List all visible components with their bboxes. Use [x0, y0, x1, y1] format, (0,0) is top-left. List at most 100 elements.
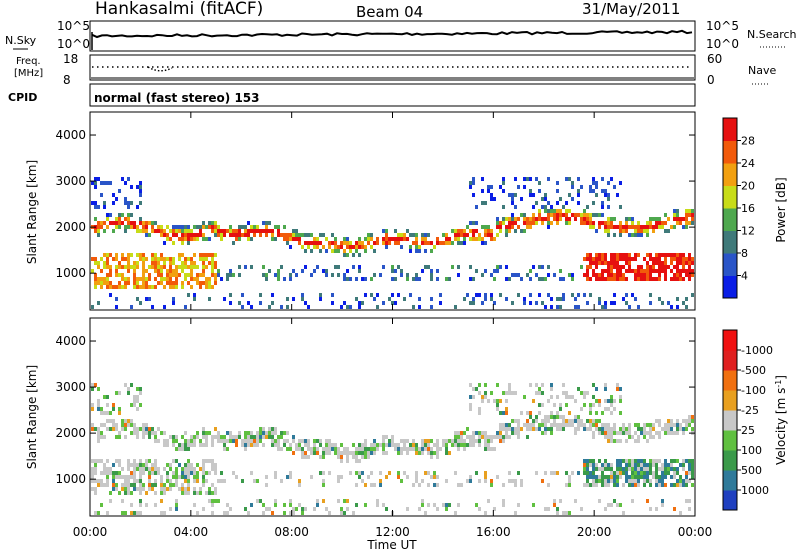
data-cell	[115, 391, 118, 395]
data-cell	[271, 427, 274, 431]
data-cell	[538, 403, 541, 407]
data-cell	[358, 253, 361, 257]
data-cell	[616, 265, 619, 269]
data-cell	[283, 443, 286, 447]
data-cell	[256, 439, 259, 443]
data-cell	[112, 483, 115, 487]
data-cell	[457, 439, 460, 443]
data-cell	[286, 305, 289, 309]
data-cell	[568, 177, 571, 181]
data-cell	[280, 431, 283, 435]
data-cell	[127, 261, 130, 265]
data-cell	[193, 233, 196, 237]
data-cell	[124, 217, 127, 221]
data-cell	[115, 217, 118, 221]
data-cell	[91, 407, 94, 411]
data-cell	[139, 221, 142, 225]
data-cell	[319, 233, 322, 237]
data-cell	[628, 479, 631, 483]
data-cell	[292, 233, 295, 237]
data-cell	[103, 411, 106, 415]
data-cell	[160, 511, 163, 515]
data-cell	[148, 435, 151, 439]
data-cell	[208, 499, 211, 503]
data-cell	[358, 475, 361, 479]
data-cell	[121, 253, 124, 257]
data-cell	[214, 229, 217, 233]
data-cell	[412, 439, 415, 443]
data-cell	[610, 269, 613, 273]
data-cell	[583, 459, 586, 463]
data-cell	[598, 297, 601, 301]
data-cell	[619, 475, 622, 479]
data-cell	[532, 205, 535, 209]
data-cell	[559, 305, 562, 309]
data-cell	[250, 237, 253, 241]
noise-left-tick-low: 10^0	[57, 37, 90, 51]
data-cell	[475, 503, 478, 507]
data-cell	[610, 431, 613, 435]
data-cell	[100, 225, 103, 229]
data-cell	[442, 439, 445, 443]
data-cell	[394, 269, 397, 273]
data-cell	[415, 237, 418, 241]
data-cell	[124, 435, 127, 439]
data-cell	[343, 241, 346, 245]
data-cell	[631, 459, 634, 463]
data-cell	[115, 435, 118, 439]
data-cell	[424, 233, 427, 237]
data-cell	[604, 431, 607, 435]
data-cell	[436, 447, 439, 451]
data-cell	[181, 225, 184, 229]
data-cell	[349, 241, 352, 245]
data-cell	[409, 245, 412, 249]
data-cell	[361, 447, 364, 451]
data-cell	[175, 273, 178, 277]
data-cell	[517, 217, 520, 221]
data-cell	[406, 507, 409, 511]
data-cell	[613, 293, 616, 297]
data-cell	[601, 479, 604, 483]
data-cell	[391, 439, 394, 443]
data-cell	[196, 463, 199, 467]
data-cell	[211, 273, 214, 277]
data-cell	[688, 253, 691, 257]
data-cell	[133, 281, 136, 285]
data-cell	[127, 201, 130, 205]
data-cell	[385, 507, 388, 511]
data-cell	[142, 463, 145, 467]
data-cell	[217, 269, 220, 273]
data-cell	[94, 491, 97, 495]
data-cell	[658, 217, 661, 221]
data-cell	[175, 475, 178, 479]
data-cell	[91, 479, 94, 483]
data-cell	[346, 459, 349, 463]
data-cell	[658, 459, 661, 463]
data-cell	[565, 471, 568, 475]
data-cell	[397, 293, 400, 297]
data-cell	[142, 431, 145, 435]
data-cell	[181, 265, 184, 269]
data-cell	[259, 301, 262, 305]
data-cell	[223, 443, 226, 447]
data-cell	[610, 225, 613, 229]
data-cell	[196, 479, 199, 483]
data-cell	[187, 463, 190, 467]
data-cell	[472, 301, 475, 305]
data-cell	[184, 491, 187, 495]
data-cell	[427, 503, 430, 507]
data-cell	[673, 475, 676, 479]
data-cell	[133, 431, 136, 435]
data-cell	[130, 503, 133, 507]
data-cell	[364, 455, 367, 459]
data-cell	[148, 285, 151, 289]
data-cell	[217, 225, 220, 229]
data-cell	[361, 455, 364, 459]
data-cell	[655, 483, 658, 487]
data-cell	[583, 213, 586, 217]
data-cell	[127, 419, 130, 423]
data-cell	[655, 471, 658, 475]
data-cell	[580, 185, 583, 189]
data-cell	[682, 277, 685, 281]
data-cell	[430, 305, 433, 309]
